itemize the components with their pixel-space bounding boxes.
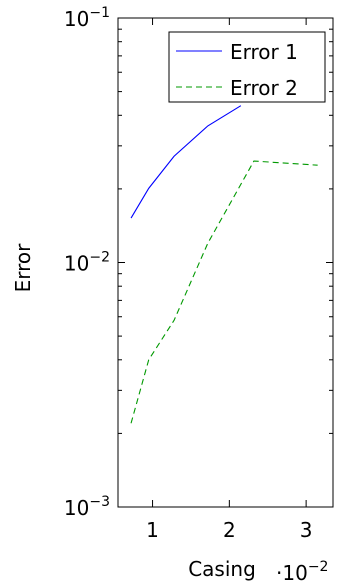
y-tick-base: 10 (64, 496, 89, 520)
y-tick-label: 10−2 (64, 250, 110, 276)
series-line-error-1 (131, 106, 241, 218)
x-multiplier-exponent: −2 (308, 559, 329, 575)
y-tick-label: 10−1 (64, 5, 110, 31)
series-line-error-2 (131, 161, 318, 423)
x-axis-multiplier: ·10−2 (276, 559, 328, 583)
y-axis-label: Error (11, 243, 35, 293)
legend: Error 1 Error 2 (169, 32, 325, 102)
y-tick-exponent: −3 (89, 494, 110, 510)
y-tick-base: 10 (64, 7, 89, 31)
y-tick-label: 10−3 (64, 494, 110, 520)
x-tick-label: 1 (146, 518, 159, 542)
legend-label-error-1: Error 1 (230, 40, 298, 64)
x-axis-label: Casing (188, 557, 256, 581)
legend-label-error-2: Error 2 (230, 76, 298, 100)
y-tick-exponent: −2 (89, 250, 110, 266)
x-tick-label: 3 (300, 518, 313, 542)
y-tick-exponent: −1 (89, 5, 110, 21)
y-tick-base: 10 (64, 252, 89, 276)
series-layer (131, 106, 318, 424)
x-multiplier-base: ·10 (276, 561, 308, 583)
x-tick-label: 2 (223, 518, 236, 542)
